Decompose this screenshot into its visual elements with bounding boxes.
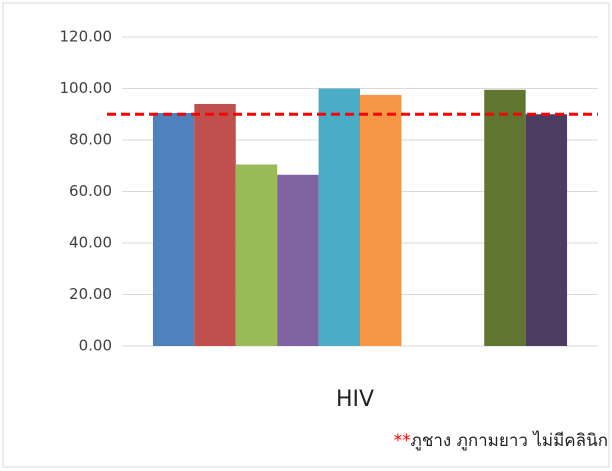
bar [484, 89, 526, 346]
bar [360, 94, 402, 346]
y-tick-label: 100.00 [60, 79, 113, 97]
y-tick-label: 60.00 [69, 182, 112, 200]
y-tick-label: 120.00 [60, 28, 113, 46]
y-tick-label: 80.00 [69, 131, 112, 149]
annotation-text: ภูชาง ภูกามยาว ไม่มีคลินิก [411, 430, 608, 451]
bar [318, 88, 360, 346]
y-tick-label: 0.00 [79, 337, 112, 355]
bar [525, 114, 568, 346]
y-tick-label: 20.00 [69, 285, 112, 303]
bar [194, 103, 236, 346]
bar [235, 164, 278, 346]
bar [152, 112, 195, 347]
y-tick-label: 40.00 [69, 234, 112, 252]
x-tick-label: HIV [336, 387, 374, 412]
annotation: **ภูชาง ภูกามยาว ไม่มีคลินิก [394, 430, 608, 451]
annotation-marker: ** [394, 431, 411, 451]
bar [277, 174, 319, 346]
